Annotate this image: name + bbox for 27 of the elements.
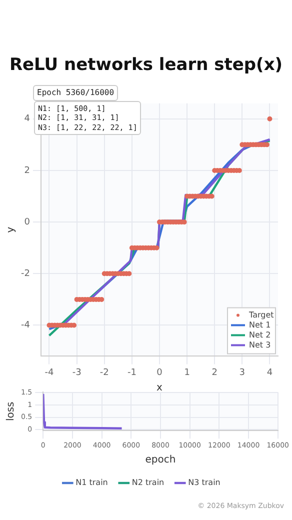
y-tick-label: -2 — [20, 268, 30, 279]
legend-label: N1 train — [76, 478, 108, 488]
y-tick-label: -4 — [20, 320, 30, 331]
x-tick-label: 0 — [156, 368, 163, 378]
legend-label: Net 2 — [249, 330, 271, 340]
legend-label: N3 train — [188, 478, 220, 488]
legend-label: N2 train — [132, 478, 164, 488]
x-tick-label: 1 — [184, 368, 190, 378]
y-tick-label: 0 — [24, 217, 30, 228]
x-tick-label: -3 — [72, 368, 82, 378]
chart-title: ReLU networks learn step(x) — [8, 55, 284, 75]
legend-label: Net 1 — [249, 320, 271, 330]
y-tick-label: 4 — [24, 114, 30, 124]
x-tick-label: -4 — [44, 368, 54, 378]
text: Epoch 5360/16000 — [33, 85, 118, 101]
x-tick-label: 4 — [266, 368, 273, 378]
legend-label: Net 3 — [249, 340, 271, 350]
x-tick-label: 2 — [212, 368, 218, 378]
y-tick-label: 2 — [24, 166, 30, 176]
y-axis-title: y — [6, 226, 17, 233]
x-axis-title: epoch — [145, 454, 176, 466]
x-axis-title: x — [156, 382, 163, 394]
x-tick-label: -1 — [127, 368, 136, 378]
x-tick-label: -2 — [100, 368, 109, 378]
x-tick-label: 3 — [239, 368, 246, 378]
legend-label: Target — [248, 310, 274, 320]
y-axis-title: loss — [6, 402, 17, 422]
